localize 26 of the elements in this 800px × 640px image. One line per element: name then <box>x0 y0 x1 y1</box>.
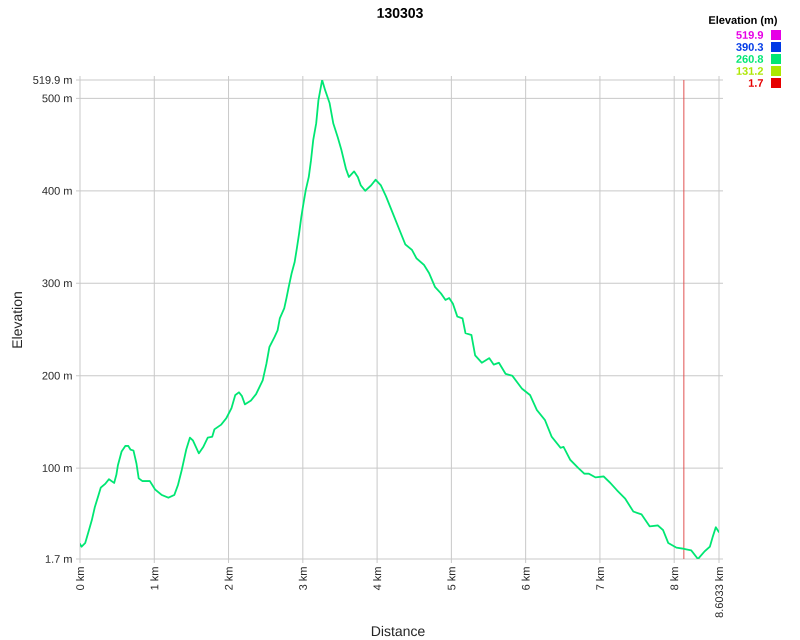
color-bar-label: 260.8 <box>736 55 764 63</box>
y-tick-label: 400 m <box>42 186 72 195</box>
color-bar-label: 519.9 <box>736 31 764 39</box>
x-axis-title: Distance <box>372 626 425 636</box>
chart-title: 130303 <box>378 8 423 18</box>
x-tick-label: 6 km <box>522 567 530 590</box>
y-axis-title: Elevation <box>12 292 22 348</box>
color-bar-label: 1.7 <box>748 79 763 87</box>
x-tick-label: 8 km <box>670 567 678 590</box>
color-bar-label: 131.2 <box>736 67 764 75</box>
color-bar-label: 390.3 <box>736 43 764 51</box>
y-tick-label: 500 m <box>42 94 72 102</box>
x-tick-label: 7 km <box>596 567 604 590</box>
y-tick-label: 200 m <box>42 372 72 380</box>
x-tick-label: 5 km <box>447 567 456 590</box>
x-tick-label: 3 km <box>298 567 307 590</box>
y-tick-label: 100 m <box>42 464 72 472</box>
x-tick-label: 2 km <box>224 567 233 590</box>
x-tick-label: 4 km <box>373 567 382 590</box>
y-tick-label: 519.9 m <box>33 76 72 84</box>
x-tick-label: 1 km <box>150 567 158 590</box>
x-tick-label: 8.6033 km <box>714 567 724 618</box>
color-bar-title: Elevation (m) <box>709 16 777 26</box>
x-tick-label: 0 km <box>76 567 84 590</box>
y-tick-label: 1.7 m <box>46 555 72 563</box>
y-tick-label: 300 m <box>42 279 72 288</box>
